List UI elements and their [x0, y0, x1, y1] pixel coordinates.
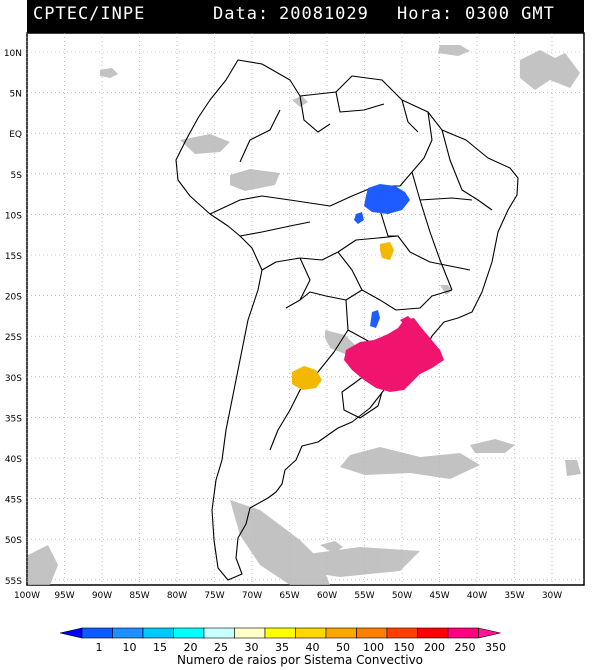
lon-label: 80W — [167, 591, 187, 601]
lat-label: 20S — [5, 293, 22, 303]
legend-tick: 100 — [363, 641, 384, 654]
source-label: CPTEC/INPE — [33, 4, 146, 24]
lon-label: 40W — [467, 591, 487, 601]
lat-label: 5S — [11, 171, 23, 181]
lon-label: 85W — [129, 591, 149, 601]
legend-tick: 20 — [184, 641, 198, 654]
legend-tick-labels: 1 10 15 20 25 30 35 40 50 100 150 200 250 350 — [96, 641, 507, 654]
legend-tick: 40 — [306, 641, 320, 654]
lat-lon-grid — [26, 33, 584, 585]
lon-label: 60W — [317, 591, 337, 601]
legend-tick: 15 — [153, 641, 167, 654]
lon-label: 75W — [204, 591, 224, 601]
hour-value: 0300 GMT — [465, 4, 555, 24]
lat-label: 5N — [10, 90, 22, 100]
lat-label: EQ — [9, 130, 22, 140]
legend: 1 10 15 20 25 30 35 40 50 100 150 200 250 350 Numero … — [59, 627, 507, 667]
lightning-systems — [292, 184, 444, 392]
yellow-system-north — [380, 242, 394, 260]
legend-swatch — [142, 627, 174, 639]
map-frame — [26, 32, 585, 586]
magenta-system — [344, 318, 444, 392]
lon-label: 50W — [392, 591, 412, 601]
legend-tick: 10 — [123, 641, 137, 654]
lon-label: 55W — [354, 591, 374, 601]
legend-tick: 1 — [96, 641, 103, 654]
lon-label: 45W — [429, 591, 449, 601]
lat-label: 50S — [5, 536, 22, 546]
legend-tick: 35 — [275, 641, 289, 654]
legend-swatch — [264, 627, 296, 639]
blue-system-south — [370, 310, 380, 328]
lat-label: 35S — [5, 414, 22, 424]
legend-swatch — [81, 627, 113, 639]
lon-label: 90W — [92, 591, 112, 601]
legend-swatch — [325, 627, 357, 639]
legend-tick: 200 — [424, 641, 445, 654]
date-value: 20081029 — [279, 4, 369, 24]
lat-label: 40S — [5, 455, 22, 465]
legend-swatch — [295, 627, 327, 639]
legend-arrow-right — [478, 627, 501, 639]
legend-swatch — [447, 627, 479, 639]
legend-swatch — [173, 627, 205, 639]
coastline — [175, 59, 519, 581]
longitude-labels: 100W 95W 90W 85W 80W 75W 70W 65W 60W 55W 50W 45W 40W… — [14, 591, 562, 601]
legend-swatch — [234, 627, 266, 639]
cloud-cover — [28, 45, 581, 585]
lon-label: 100W — [14, 591, 40, 601]
lat-label: 45S — [5, 496, 22, 506]
legend-swatch — [386, 627, 418, 639]
legend-swatch — [417, 627, 449, 639]
legend-swatch — [112, 627, 144, 639]
legend-tick: 50 — [336, 641, 350, 654]
legend-tick: 250 — [455, 641, 476, 654]
date-label: Data: — [213, 4, 270, 24]
legend-color-bar — [59, 627, 501, 639]
legend-title: Numero de raios por Sistema Convectivo — [177, 653, 423, 667]
blue-system-north — [364, 184, 410, 214]
legend-tick: 25 — [214, 641, 228, 654]
lat-label: 55S — [5, 577, 22, 587]
legend-swatch — [203, 627, 235, 639]
lat-label: 25S — [5, 333, 22, 343]
lon-label: 65W — [279, 591, 299, 601]
lon-label: 35W — [504, 591, 524, 601]
legend-arrow-left — [59, 627, 83, 639]
legend-tick: 150 — [394, 641, 415, 654]
lat-label: 30S — [5, 374, 22, 384]
header-bar: CPTEC/INPE Data: 20081029 Hora: 0300 GMT — [27, 0, 584, 33]
lon-label: 95W — [54, 591, 74, 601]
legend-tick: 30 — [245, 641, 259, 654]
blue-system-small — [354, 212, 364, 224]
legend-tick: 350 — [485, 641, 506, 654]
lat-label: 15S — [5, 252, 22, 262]
lat-label: 10N — [4, 49, 22, 59]
legend-swatch — [356, 627, 388, 639]
lon-label: 70W — [242, 591, 262, 601]
yellow-system-argentina — [292, 366, 322, 390]
lat-label: 10S — [5, 211, 22, 221]
hour-label: Hora: — [397, 4, 454, 24]
magenta-system-north — [400, 316, 414, 326]
latitude-labels: 10N 5N EQ 5S 10S 15S 20S 25S 30S 35S 40S 45S 50S 55S — [4, 49, 22, 587]
lon-label: 30W — [542, 591, 562, 601]
